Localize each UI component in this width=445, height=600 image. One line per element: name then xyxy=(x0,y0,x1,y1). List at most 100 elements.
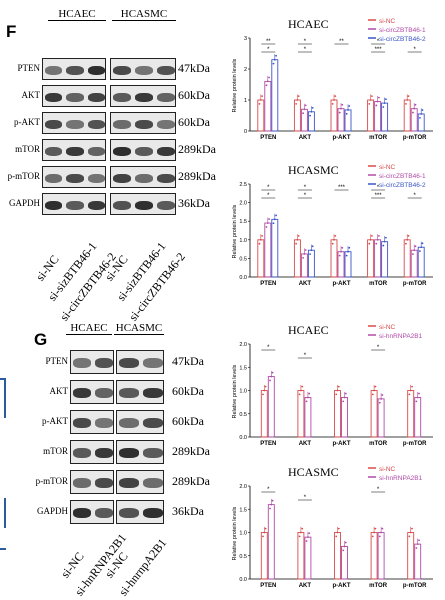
significance-marker: * xyxy=(267,185,270,191)
cropped-panel-fragment xyxy=(4,378,6,418)
cropped-panel-fragment xyxy=(4,498,6,528)
data-point xyxy=(335,393,338,396)
y-axis-label: Relative protein levels xyxy=(232,364,238,418)
blot-strip xyxy=(110,85,176,107)
significance-marker: ** xyxy=(266,39,271,45)
x-tick-label: mTOR xyxy=(369,135,388,141)
data-point xyxy=(416,543,419,546)
molecular-weight-label: 289kDa xyxy=(172,444,210,458)
bar xyxy=(304,397,312,438)
blot-strip xyxy=(110,166,176,188)
protein-label-p-akt: p-AKT xyxy=(42,416,68,426)
bar xyxy=(293,239,301,278)
data-point xyxy=(309,253,311,256)
molecular-weight-label: 289kDa xyxy=(172,474,210,488)
blot-strip xyxy=(42,193,106,215)
data-point xyxy=(340,250,342,253)
x-tick-label: p-mTOR xyxy=(403,583,427,589)
data-point xyxy=(308,532,311,535)
bar xyxy=(300,253,308,278)
x-tick-label: p-AKT xyxy=(333,135,351,141)
y-tick-label: 0.0 xyxy=(239,435,247,441)
y-tick-label: 1.0 xyxy=(239,238,247,244)
data-point xyxy=(268,76,270,79)
blot-strip xyxy=(70,350,114,374)
data-point xyxy=(414,103,417,106)
data-point xyxy=(421,109,424,111)
x-tick-label: AKT xyxy=(299,441,312,447)
blot-band xyxy=(73,478,91,489)
data-point xyxy=(307,396,309,399)
y-tick-label: 0.0 xyxy=(239,577,247,583)
bar xyxy=(337,108,345,132)
data-point xyxy=(412,111,414,114)
data-point xyxy=(334,95,337,97)
data-point xyxy=(338,254,341,257)
data-point xyxy=(307,536,309,539)
data-point xyxy=(259,99,262,101)
panel-f-letter: F xyxy=(6,22,17,41)
data-point xyxy=(408,393,411,396)
blot-band xyxy=(73,508,91,519)
blot-band xyxy=(143,358,163,369)
protein-label-mtor: mTOR xyxy=(43,446,68,456)
data-point xyxy=(415,547,418,549)
legend-entry: si-circZBTB46-2 xyxy=(379,182,426,189)
data-point xyxy=(415,400,418,403)
data-point xyxy=(371,95,373,97)
data-point xyxy=(261,95,263,97)
blot-band xyxy=(45,92,63,102)
y-tick-label: 0.5 xyxy=(239,256,247,262)
data-point xyxy=(383,240,386,243)
data-point xyxy=(275,54,277,57)
data-point xyxy=(368,242,371,245)
blot-band xyxy=(113,146,131,156)
bar xyxy=(407,532,415,580)
blot-band xyxy=(113,65,131,75)
bar xyxy=(307,111,315,132)
chart-f-hcaec: HCAEC si-NC si-circZBTB46-1 si-circZBTB46-2… xyxy=(222,14,437,154)
blot-strip xyxy=(70,470,114,494)
data-point xyxy=(420,113,423,115)
blot-band xyxy=(119,508,139,519)
blot-band xyxy=(87,92,105,102)
blot-band xyxy=(157,65,175,75)
y-tick-label: 1.5 xyxy=(239,507,247,513)
blot-strip xyxy=(42,112,106,134)
significance-marker: * xyxy=(304,495,307,501)
blot-strip xyxy=(116,500,164,524)
data-point xyxy=(406,99,409,101)
blot-band xyxy=(143,478,163,489)
protein-label-mtor: mTOR xyxy=(15,144,40,154)
data-point xyxy=(297,95,300,97)
data-point xyxy=(305,400,308,403)
x-tick-label: mTOR xyxy=(369,281,388,287)
data-point xyxy=(371,393,374,396)
molecular-weight-label: 47kDa xyxy=(172,354,204,368)
data-point xyxy=(375,104,378,107)
data-point xyxy=(300,531,302,534)
data-point xyxy=(341,103,344,106)
data-point xyxy=(419,250,421,253)
bar xyxy=(374,239,382,278)
molecular-weight-label: 60kDa xyxy=(178,115,210,129)
bar xyxy=(300,108,308,132)
data-point xyxy=(271,371,274,374)
blot-band xyxy=(143,508,163,519)
data-point xyxy=(342,400,345,403)
blot-band xyxy=(143,448,163,459)
blot-band xyxy=(95,418,113,429)
chart-title: HCAEC xyxy=(288,323,329,337)
bar xyxy=(260,532,268,580)
data-point xyxy=(331,103,334,105)
data-point xyxy=(262,535,264,538)
bar xyxy=(414,543,422,580)
blot-strip xyxy=(116,350,164,374)
panel-g-header-hcasmc: HCASMC xyxy=(114,322,164,335)
protein-label-pten: PTEN xyxy=(45,356,69,366)
data-point xyxy=(418,392,420,395)
data-point xyxy=(302,112,304,115)
blot-band xyxy=(119,388,139,399)
bar xyxy=(377,532,385,580)
data-point xyxy=(262,393,264,396)
